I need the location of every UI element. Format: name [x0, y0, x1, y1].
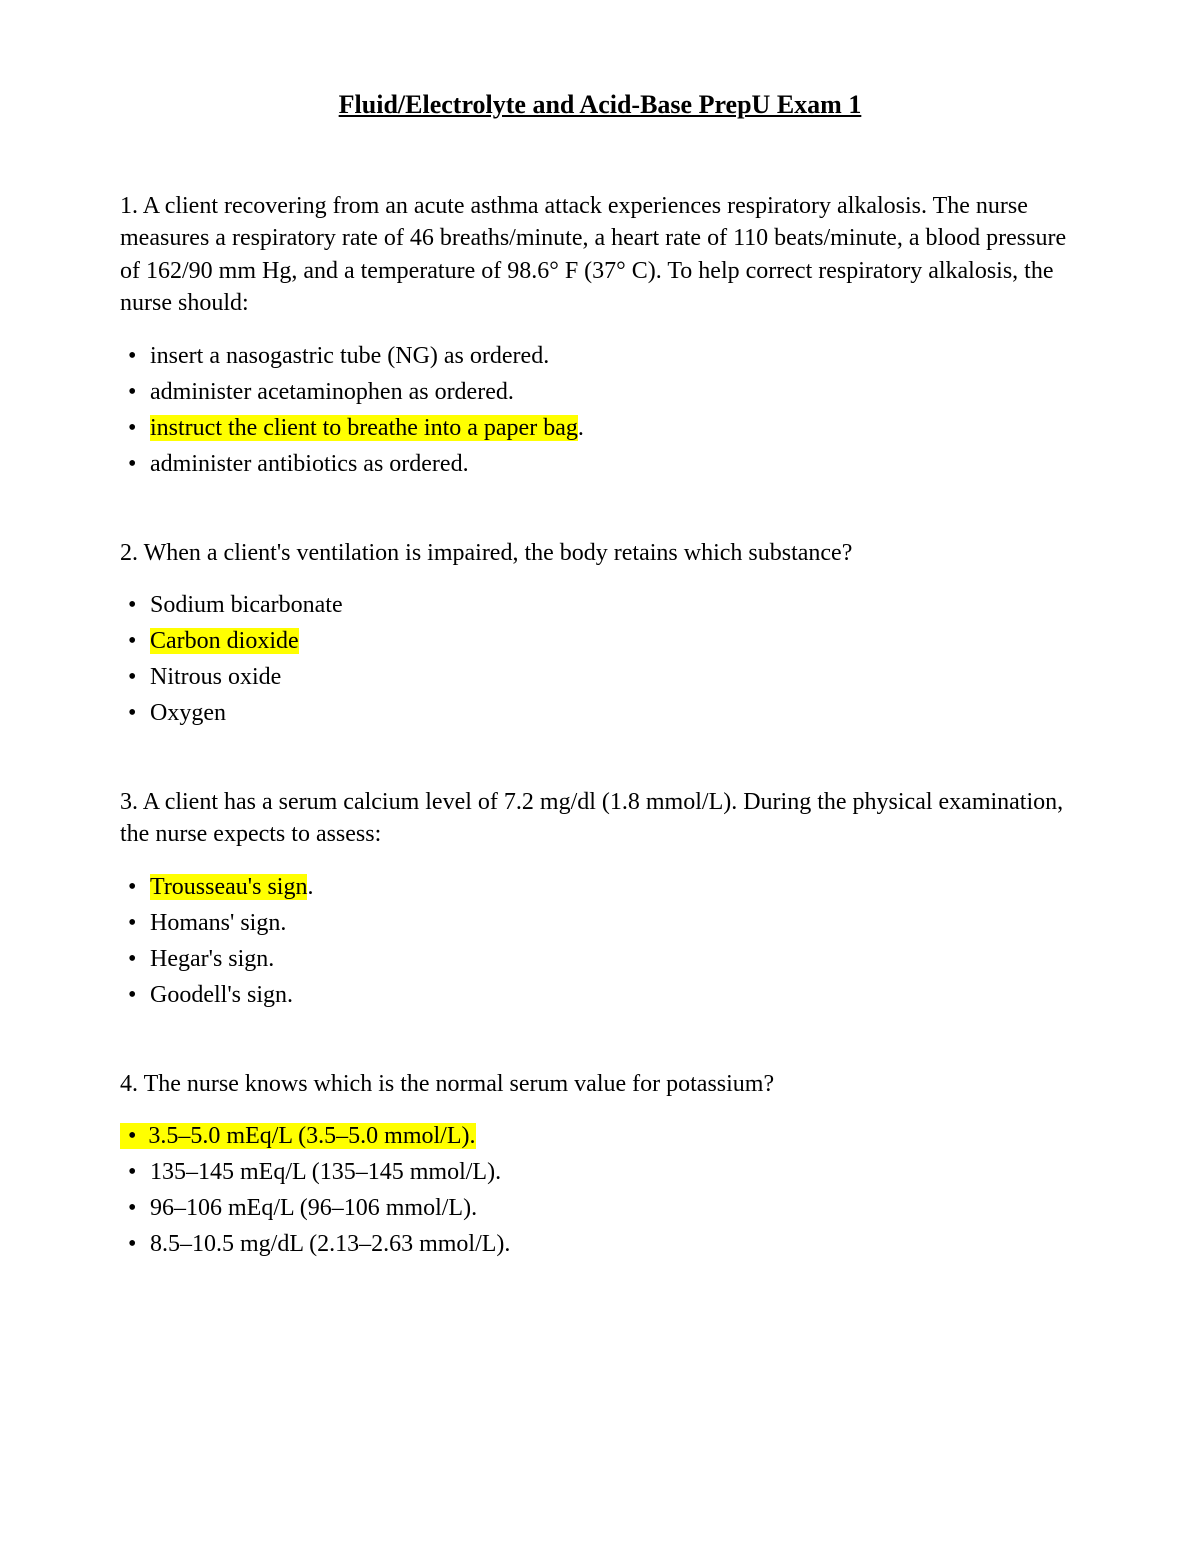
- options-list: Sodium bicarbonate Carbon dioxide Nitrou…: [120, 587, 1080, 731]
- option-text: 8.5–10.5 mg/dL (2.13–2.63 mmol/L).: [150, 1231, 510, 1257]
- question-number: 3.: [120, 789, 138, 815]
- option-trailing: .: [578, 415, 584, 441]
- options-list: Trousseau's sign. Homans' sign. Hegar's …: [120, 869, 1080, 1013]
- page-title: Fluid/Electrolyte and Acid-Base PrepU Ex…: [120, 90, 1080, 120]
- option-item: insert a nasogastric tube (NG) as ordere…: [120, 338, 1080, 374]
- option-trailing: .: [307, 874, 313, 900]
- option-text-highlighted: instruct the client to breathe into a pa…: [150, 415, 578, 441]
- option-text: 135–145 mEq/L (135–145 mmol/L).: [150, 1159, 501, 1185]
- option-text: administer antibiotics as ordered.: [150, 451, 469, 477]
- option-text: Homans' sign.: [150, 910, 286, 936]
- option-text: 96–106 mEq/L (96–106 mmol/L).: [150, 1195, 477, 1221]
- option-item: administer acetaminophen as ordered.: [120, 374, 1080, 410]
- option-item: Nitrous oxide: [120, 659, 1080, 695]
- options-list: • 3.5–5.0 mEq/L (3.5–5.0 mmol/L). 135–14…: [120, 1118, 1080, 1262]
- option-item: 135–145 mEq/L (135–145 mmol/L).: [120, 1154, 1080, 1190]
- question-text: The nurse knows which is the normal seru…: [144, 1071, 775, 1097]
- option-text-highlighted: Trousseau's sign: [150, 874, 307, 900]
- option-item: Oxygen: [120, 695, 1080, 731]
- option-text: Nitrous oxide: [150, 664, 281, 690]
- option-item: Sodium bicarbonate: [120, 587, 1080, 623]
- option-text-highlighted: Carbon dioxide: [150, 628, 299, 654]
- option-text-highlighted: 3.5–5.0 mEq/L (3.5–5.0 mmol/L).: [148, 1123, 475, 1149]
- question-stem: 3. A client has a serum calcium level of…: [120, 786, 1080, 851]
- option-item: instruct the client to breathe into a pa…: [120, 410, 1080, 446]
- question-number: 4.: [120, 1071, 138, 1097]
- question-stem: 2. When a client's ventilation is impair…: [120, 537, 1080, 569]
- question-number: 1.: [120, 193, 138, 219]
- option-text: insert a nasogastric tube (NG) as ordere…: [150, 343, 549, 369]
- option-item: Carbon dioxide: [120, 623, 1080, 659]
- question-stem: 4. The nurse knows which is the normal s…: [120, 1068, 1080, 1100]
- question-text: When a client's ventilation is impaired,…: [144, 540, 853, 566]
- option-item: administer antibiotics as ordered.: [120, 446, 1080, 482]
- question-text: A client recovering from an acute asthma…: [120, 193, 1066, 316]
- document-page: Fluid/Electrolyte and Acid-Base PrepU Ex…: [0, 0, 1200, 1553]
- question-stem: 1. A client recovering from an acute ast…: [120, 190, 1080, 320]
- option-item: 96–106 mEq/L (96–106 mmol/L).: [120, 1190, 1080, 1226]
- option-text: Goodell's sign.: [150, 982, 293, 1008]
- option-item: Goodell's sign.: [120, 977, 1080, 1013]
- option-text: Sodium bicarbonate: [150, 592, 343, 618]
- options-list: insert a nasogastric tube (NG) as ordere…: [120, 338, 1080, 482]
- option-text: Hegar's sign.: [150, 946, 274, 972]
- option-text: administer acetaminophen as ordered.: [150, 379, 514, 405]
- option-item: Hegar's sign.: [120, 941, 1080, 977]
- option-item: Trousseau's sign.: [120, 869, 1080, 905]
- option-text: Oxygen: [150, 700, 226, 726]
- option-item: • 3.5–5.0 mEq/L (3.5–5.0 mmol/L).: [120, 1118, 1080, 1154]
- option-item: Homans' sign.: [120, 905, 1080, 941]
- question-number: 2.: [120, 540, 138, 566]
- question-text: A client has a serum calcium level of 7.…: [120, 789, 1063, 847]
- option-bullet-highlighted: •: [120, 1123, 148, 1149]
- option-item: 8.5–10.5 mg/dL (2.13–2.63 mmol/L).: [120, 1226, 1080, 1262]
